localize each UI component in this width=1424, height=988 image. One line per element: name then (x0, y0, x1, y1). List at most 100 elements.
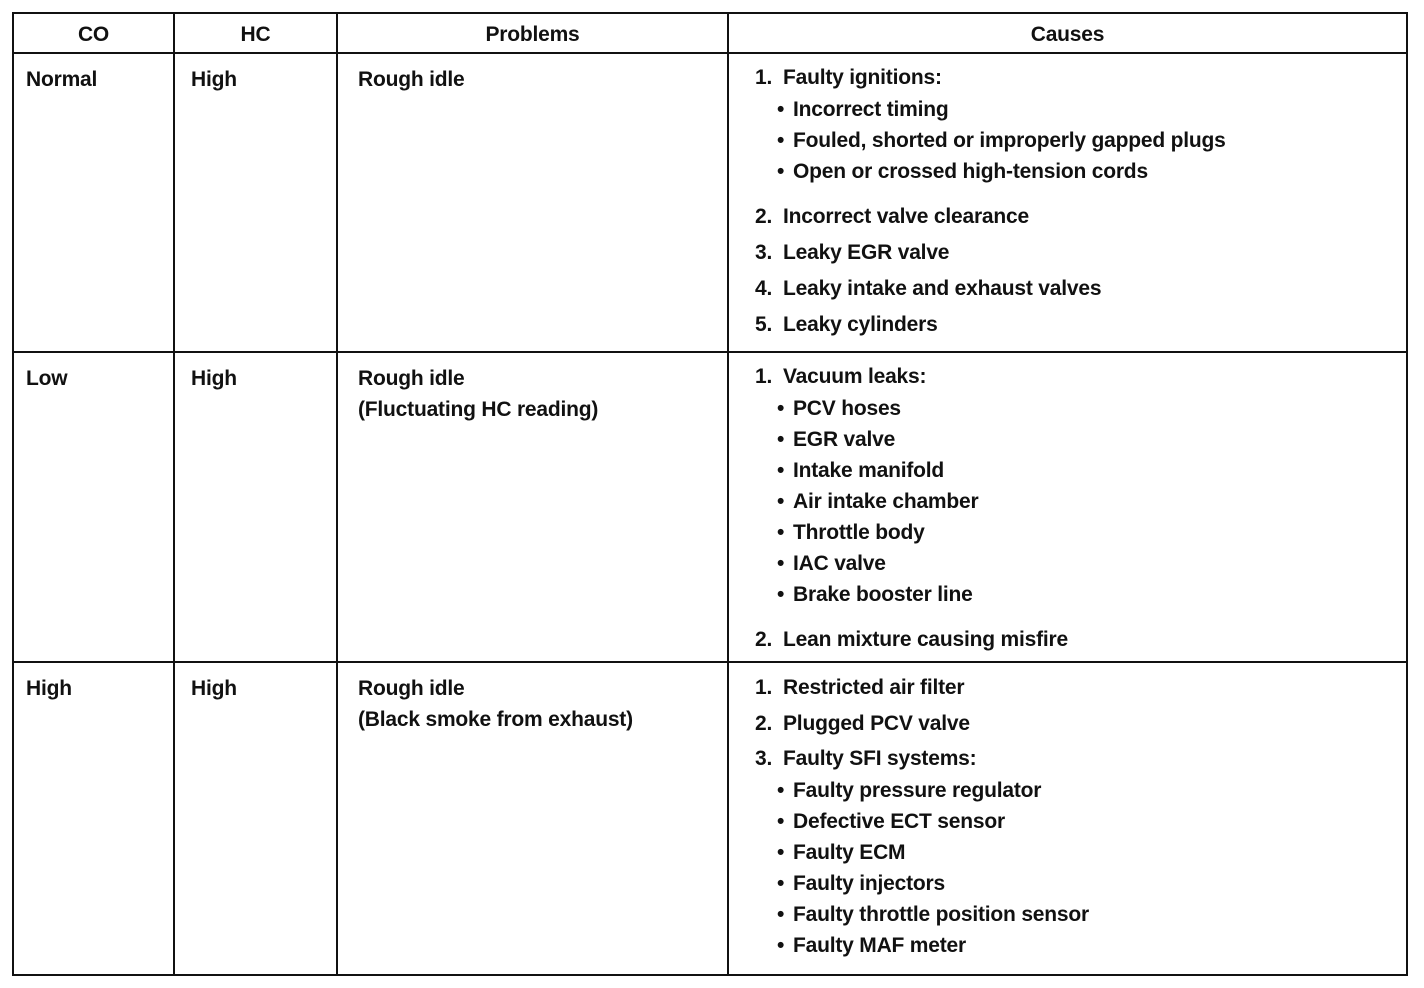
co-cell: High (14, 663, 175, 976)
causes-cell: 1. Faulty ignitions: • Incorrect timing • Fou… (729, 54, 1406, 351)
co-cell: Low (14, 353, 175, 661)
bullet-text: Faulty ECM (793, 841, 906, 864)
table-row: Low High Rough idle (Fluctuating HC reading… (14, 353, 1406, 663)
cause-item: 2. Lean mixture causing misfire (729, 622, 1406, 658)
co-value: Low (26, 367, 68, 390)
cause-text: Leaky EGR valve (783, 241, 950, 264)
bullet-icon: • (777, 459, 785, 482)
bullet-icon: • (777, 810, 785, 833)
bullet-text: PCV hoses (793, 397, 901, 420)
cause-bullet-item: • Open or crossed high-tension cords (729, 156, 1406, 187)
problem-text: Rough idle (358, 367, 465, 390)
header-co: CO (14, 14, 175, 52)
bullet-text: Faulty throttle position sensor (793, 903, 1089, 926)
cause-item: 1. Vacuum leaks: (729, 360, 1406, 393)
cause-bullet-item: • Intake manifold (729, 455, 1406, 486)
cause-number: 5. (755, 313, 773, 336)
bullet-icon: • (777, 583, 785, 606)
bullet-icon: • (777, 934, 785, 957)
bullet-icon: • (777, 428, 785, 451)
cause-item: 4. Leaky intake and exhaust valves (729, 271, 1406, 307)
cause-number: 3. (755, 241, 773, 264)
bullet-icon: • (777, 872, 785, 895)
bullet-text: Brake booster line (793, 583, 973, 606)
cause-bullet-item: • Throttle body (729, 517, 1406, 548)
bullet-text: Defective ECT sensor (793, 810, 1005, 833)
bullet-text: Throttle body (793, 521, 925, 544)
cause-bullet-item: • Faulty throttle position sensor (729, 899, 1406, 930)
problem-text: Rough idle (358, 677, 465, 700)
cause-text: Lean mixture causing misfire (783, 628, 1068, 651)
co-value: Normal (26, 68, 98, 91)
cause-bullet-item: • Faulty MAF meter (729, 930, 1406, 961)
cause-bullet-item: • IAC valve (729, 548, 1406, 579)
cause-text: Incorrect valve clearance (783, 205, 1029, 228)
problems-cell: Rough idle (338, 54, 729, 351)
hc-cell: High (175, 353, 338, 661)
bullet-text: Incorrect timing (793, 98, 949, 121)
cause-number: 1. (755, 365, 773, 388)
cause-text: Restricted air filter (783, 676, 965, 699)
cause-bullet-item: • Air intake chamber (729, 486, 1406, 517)
cause-item: 1. Faulty ignitions: (729, 61, 1406, 94)
cause-text: Faulty ignitions: (783, 66, 942, 89)
table-row: High High Rough idle (Black smoke from exha… (14, 663, 1406, 976)
cause-number: 2. (755, 712, 773, 735)
cause-text: Leaky intake and exhaust valves (783, 277, 1102, 300)
problems-cell: Rough idle (Black smoke from exhaust) (338, 663, 729, 976)
problem-text: Rough idle (358, 68, 465, 91)
problem-text: (Black smoke from exhaust) (358, 708, 633, 731)
problem-text: (Fluctuating HC reading) (358, 398, 599, 421)
cause-bullet-item: • PCV hoses (729, 393, 1406, 424)
cause-number: 1. (755, 66, 773, 89)
cause-item: 5. Leaky cylinders (729, 307, 1406, 343)
hc-cell: High (175, 663, 338, 976)
cause-number: 1. (755, 676, 773, 699)
bullet-text: Faulty MAF meter (793, 934, 966, 957)
hc-cell: High (175, 54, 338, 351)
bullet-icon: • (777, 160, 785, 183)
bullet-text: Faulty injectors (793, 872, 946, 895)
bullet-text: IAC valve (793, 552, 886, 575)
bullet-icon: • (777, 397, 785, 420)
bullet-text: Open or crossed high-tension cords (793, 160, 1148, 183)
bullet-text: Intake manifold (793, 459, 945, 482)
bullet-icon: • (777, 129, 785, 152)
bullet-icon: • (777, 841, 785, 864)
cause-text: Leaky cylinders (783, 313, 938, 336)
bullet-icon: • (777, 490, 785, 513)
problems-cell: Rough idle (Fluctuating HC reading) (338, 353, 729, 661)
cause-item: 3. Leaky EGR valve (729, 235, 1406, 271)
cause-item: 1. Restricted air filter (729, 670, 1406, 706)
cause-bullet-item: • Fouled, shorted or improperly gapped pl… (729, 125, 1406, 156)
cause-bullet-item: • Faulty injectors (729, 868, 1406, 899)
cause-text: Faulty SFI systems: (783, 747, 977, 770)
bullet-icon: • (777, 903, 785, 926)
bullet-text: EGR valve (793, 428, 896, 451)
bullet-icon: • (777, 779, 785, 802)
spacer (729, 187, 1406, 199)
diagnosis-table: CO HC Problems Causes Normal High Rough id… (12, 12, 1408, 976)
cause-number: 2. (755, 205, 773, 228)
cause-number: 4. (755, 277, 773, 300)
cause-item: 3. Faulty SFI systems: (729, 742, 1406, 775)
bullet-text: Air intake chamber (793, 490, 979, 513)
header-hc: HC (175, 14, 338, 52)
table-row: Normal High Rough idle 1. Faulty ignitions: •… (14, 54, 1406, 353)
cause-text: Vacuum leaks: (783, 365, 927, 388)
causes-cell: 1. Vacuum leaks: • PCV hoses • EGR valve • Inta… (729, 353, 1406, 661)
cause-text: Plugged PCV valve (783, 712, 970, 735)
cause-bullet-item: • EGR valve (729, 424, 1406, 455)
co-value: High (26, 677, 72, 700)
spacer (729, 610, 1406, 622)
cause-number: 2. (755, 628, 773, 651)
bullet-icon: • (777, 98, 785, 121)
hc-value: High (191, 677, 237, 700)
cause-number: 3. (755, 747, 773, 770)
cause-bullet-item: • Brake booster line (729, 579, 1406, 610)
bullet-icon: • (777, 521, 785, 544)
bullet-icon: • (777, 552, 785, 575)
co-cell: Normal (14, 54, 175, 351)
hc-value: High (191, 367, 237, 390)
bullet-text: Faulty pressure regulator (793, 779, 1042, 802)
